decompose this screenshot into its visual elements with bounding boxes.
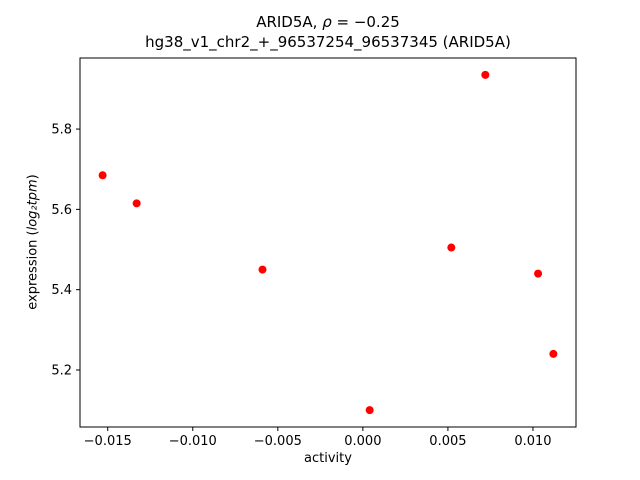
data-point [534,269,543,278]
plot-subtitle: hg38_v1_chr2_+_96537254_96537345 (ARID5A… [145,33,511,51]
data-point [549,349,558,358]
x-tick-label: 0.000 [344,434,381,449]
x-tick-label: 0.005 [429,434,466,449]
y-tick-label: 5.4 [51,283,72,298]
plot-title: ARID5A, ρ = −0.25 [80,13,576,31]
data-point [447,243,456,252]
data-point [132,199,141,208]
y-axis-label-text: expression ( [25,230,41,310]
title-rho-value: = −0.25 [331,13,400,31]
y-tick-label: 5.2 [51,363,72,378]
x-tick-label: −0.005 [254,434,302,449]
x-tick-label: 0.010 [514,434,551,449]
y-tick-label: 5.8 [51,123,72,138]
y-axis-label-close: ) [25,174,41,180]
data-point [365,406,374,415]
x-tick-label: −0.015 [84,434,132,449]
title-rho-symbol: ρ [322,13,332,31]
x-tick-label: −0.010 [169,434,217,449]
title-gene-label: ARID5A, [256,13,323,31]
y-tick-label: 5.6 [51,203,72,218]
data-point [258,265,267,274]
y-axis-label-math: log₂tpm [25,179,41,231]
x-axis-label: activity [304,451,352,466]
data-point [98,171,107,180]
y-axis-label: expression (log₂tpm) [26,174,41,309]
data-point [481,70,490,79]
plot-frame [79,57,577,428]
